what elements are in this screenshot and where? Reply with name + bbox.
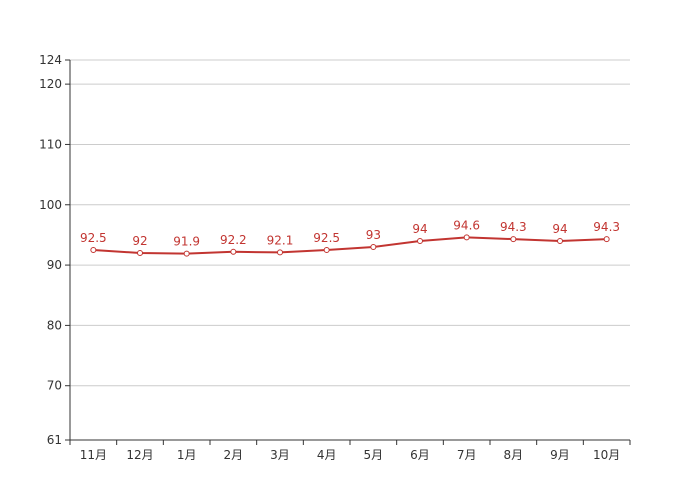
data-point	[557, 237, 563, 244]
x-tick-label: 8月	[504, 448, 524, 462]
data-point	[417, 237, 423, 244]
data-label: 91.9	[173, 235, 200, 249]
y-tick-label: 61	[47, 433, 62, 447]
x-tick-label: 10月	[593, 448, 620, 462]
y-tick-label: 120	[39, 77, 62, 91]
data-point	[370, 243, 377, 250]
y-tick-label: 90	[47, 258, 62, 272]
series-line	[93, 236, 607, 255]
data-label: 94.3	[500, 220, 527, 234]
data-label: 94.3	[593, 220, 620, 234]
data-label: 94.6	[453, 218, 480, 232]
data-label: 94	[552, 222, 567, 236]
y-tick-label: 124	[39, 53, 62, 67]
data-point	[137, 250, 143, 257]
data-label: 92.1	[267, 233, 294, 247]
x-tick-label: 5月	[364, 448, 384, 462]
data-point	[603, 236, 610, 243]
data-label: 94	[412, 222, 427, 236]
data-point	[463, 234, 470, 241]
x-tick-label: 12月	[126, 448, 153, 462]
x-tick-label: 11月	[80, 448, 107, 462]
data-label: 92.2	[220, 233, 247, 247]
data-label: 93	[366, 228, 381, 242]
data-label: 92.5	[80, 231, 107, 245]
x-tick-label: 2月	[224, 448, 244, 462]
gridlines	[70, 59, 630, 387]
data-point	[323, 247, 330, 253]
data-label: 92	[132, 234, 147, 248]
series-layer	[90, 234, 610, 257]
y-tick-label: 110	[39, 137, 62, 151]
x-tick-label: 6月	[410, 448, 430, 462]
data-point	[510, 236, 517, 243]
y-tick-label: 80	[47, 318, 62, 332]
data-labels: 92.5 92 91.9 92.2 92.1 92.5 93 94 94.6 94.3 94 94.3	[80, 218, 620, 248]
y-tick-label: 70	[47, 379, 62, 393]
data-point	[277, 249, 283, 256]
x-tick-label: 7月	[457, 448, 477, 462]
x-tick-label: 4月	[317, 448, 337, 462]
x-tick-label: 1月	[177, 448, 197, 462]
data-label: 92.5	[313, 231, 340, 245]
x-tick-label: 9月	[550, 448, 570, 462]
data-point	[230, 248, 237, 255]
data-point	[183, 250, 190, 257]
data-point	[90, 247, 97, 253]
axes: 61 70 80 90 100 110 120 124 11月 12月 1月 2月 3月 4月 5月 6月 7月…	[39, 53, 631, 462]
x-tick-label: 3月	[270, 448, 290, 462]
y-tick-label: 100	[39, 198, 62, 212]
